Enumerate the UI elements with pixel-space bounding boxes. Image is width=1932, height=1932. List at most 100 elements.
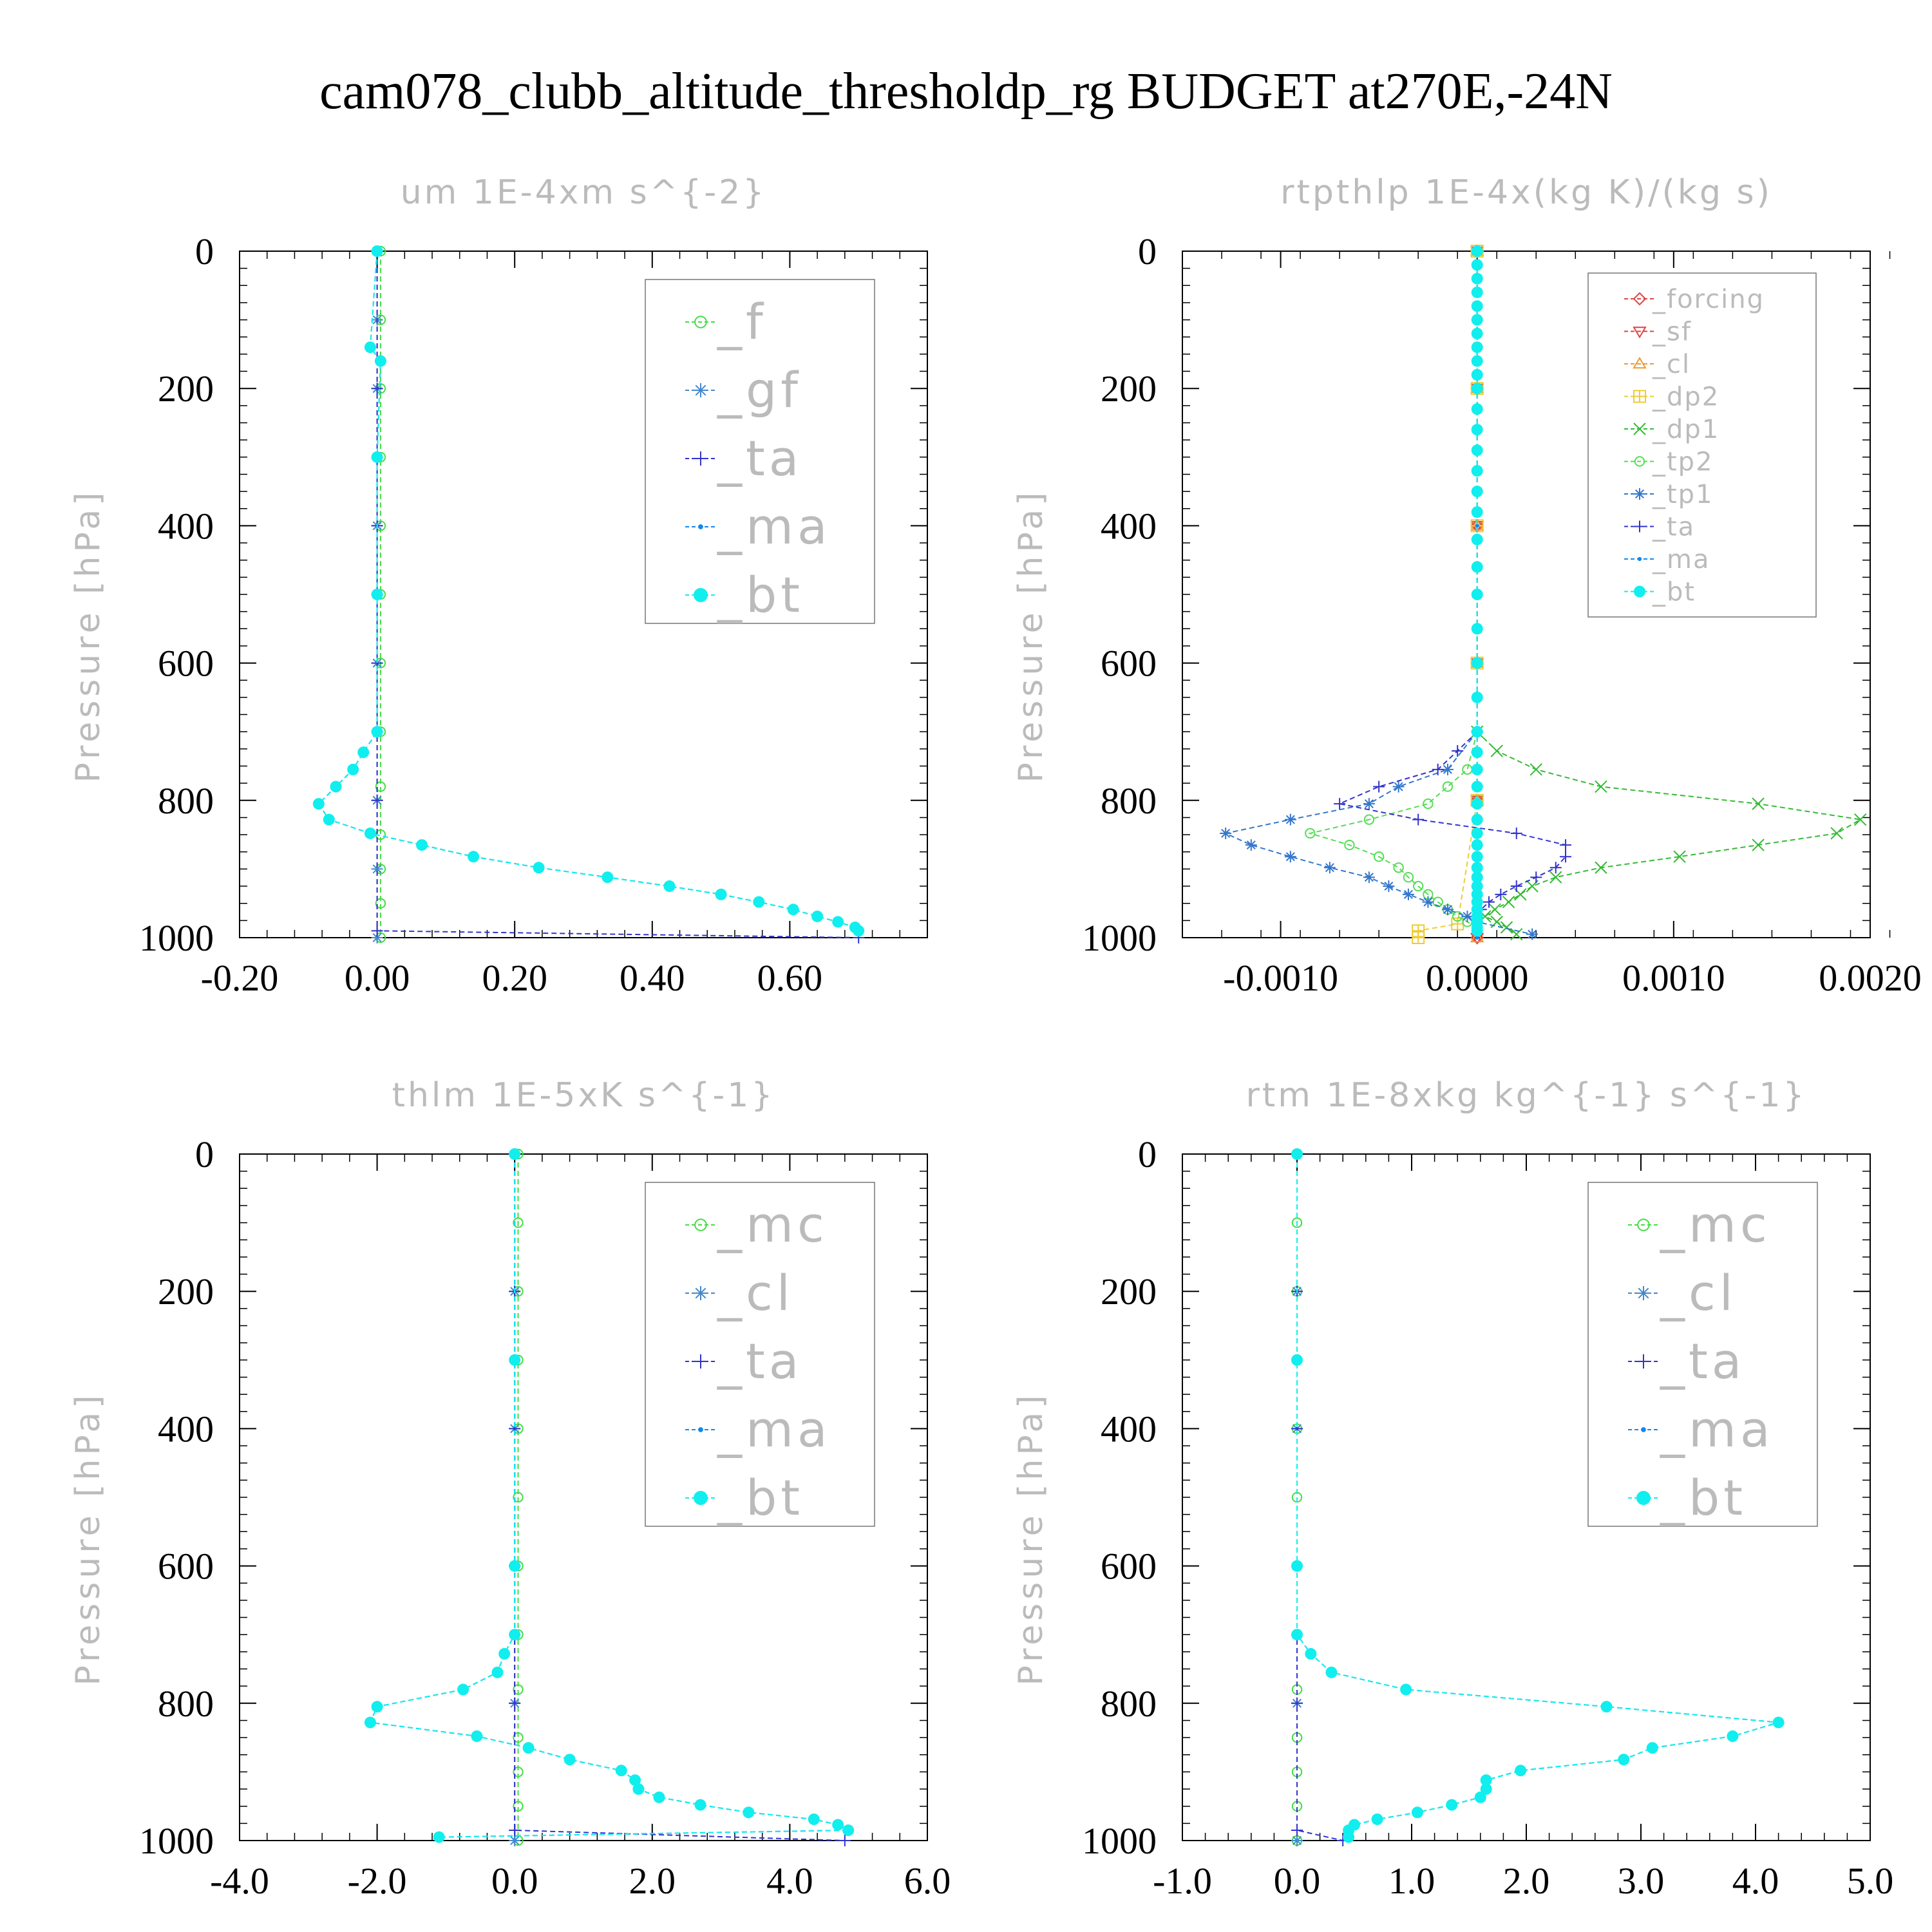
series-line [1337, 731, 1566, 922]
data-point [1462, 764, 1473, 775]
x-tick-label: 0.0010 [1622, 957, 1725, 999]
legend-item-cl: _cl [1624, 350, 1690, 379]
x-tick-label: -4.0 [210, 1860, 269, 1902]
x-tick-label: 0.0000 [1426, 957, 1529, 999]
data-point [1471, 286, 1483, 298]
data-point [498, 1648, 511, 1660]
data-point [1323, 862, 1336, 874]
data-point [509, 1835, 521, 1846]
legend: _forcing _sf _cl _dp2 _dp1 _tp2 _tp1 _ta _ma _bt [1587, 272, 1817, 618]
legend-label: _ta [717, 430, 802, 487]
data-point [1500, 921, 1513, 934]
legend-label: _cl [717, 1264, 794, 1321]
data-point [1673, 850, 1686, 863]
data-point [509, 1824, 521, 1837]
data-point [513, 1492, 524, 1503]
data-point [1461, 910, 1473, 922]
legend-marker [1633, 292, 1647, 306]
y-tick-label: 1000 [139, 1820, 214, 1862]
data-point [615, 1765, 627, 1777]
legend-marker [1633, 390, 1646, 403]
legend-marker [1634, 585, 1645, 598]
data-point [629, 1774, 641, 1786]
legend-item-ta: _ta [1628, 1332, 1745, 1390]
x-tick-label: 6.0 [904, 1860, 951, 1902]
legend-item-tp2: _tp2 [1624, 448, 1712, 477]
legend-item-f: _f [685, 293, 763, 350]
data-point [468, 851, 480, 863]
data-point [832, 916, 844, 928]
data-point [1471, 506, 1483, 518]
data-point [1480, 1783, 1492, 1795]
data-point [1471, 871, 1483, 884]
legend-item-ta: _ta [1624, 513, 1695, 542]
legend-label: _ta [1652, 513, 1695, 542]
data-point [1595, 780, 1607, 793]
legend-label: _dp2 [1652, 383, 1719, 412]
data-point [753, 896, 765, 908]
data-point [457, 1683, 469, 1696]
series-line [1223, 731, 1533, 935]
legend-marker [694, 383, 708, 397]
legend-marker [1633, 327, 1647, 339]
data-point [1752, 797, 1765, 810]
legend-label: _dp1 [1652, 415, 1719, 444]
data-point [1383, 880, 1395, 893]
data-point [832, 1819, 844, 1831]
data-point [1471, 327, 1483, 339]
panel-2: 0 200 400 600 800 1000 -0.0010 0.0000 0.0010 0.00… [1012, 173, 1922, 999]
panel-title: thlm 1E-5xK s^{-1} [392, 1076, 775, 1115]
data-point [1432, 763, 1444, 775]
data-point [1471, 465, 1483, 477]
data-point [433, 1831, 445, 1843]
y-tick-label: 800 [158, 1683, 214, 1725]
data-point [1471, 403, 1483, 415]
data-point [1471, 880, 1483, 893]
data-point [1412, 813, 1425, 826]
legend-item-cl: _cl [685, 1264, 794, 1321]
legend-item-forcing: _forcing [1624, 285, 1763, 314]
data-point [471, 1730, 483, 1742]
legend-label: _cl [1652, 350, 1690, 379]
data-point [1526, 928, 1539, 940]
data-point [1471, 781, 1483, 793]
data-point [1502, 895, 1515, 909]
data-point [1475, 524, 1479, 528]
series-bt [1471, 245, 1483, 937]
legend-label: _tp1 [1652, 480, 1714, 509]
x-tick-label: 0.00 [345, 957, 410, 999]
data-point [1646, 1742, 1658, 1754]
y-axis-label: Pressure [hPa] [69, 1391, 108, 1685]
data-point [513, 1801, 524, 1812]
y-axis-label: Pressure [hPa] [1012, 1391, 1050, 1685]
legend-marker [694, 1354, 708, 1368]
data-point [1471, 657, 1483, 669]
y-tick-label: 400 [158, 1408, 214, 1450]
x-tick-label: 4.0 [1732, 1860, 1779, 1902]
x-tick-label: 0.40 [620, 957, 685, 999]
legend-label: _mc [717, 1196, 828, 1253]
data-point [1471, 691, 1483, 703]
legend-marker [694, 1491, 708, 1505]
x-tick-label: 2.0 [629, 1860, 676, 1902]
legend-item-ma: _ma [1624, 545, 1709, 574]
y-tick-label: 800 [1101, 780, 1157, 822]
x-tick-label: 0.0 [1274, 1860, 1321, 1902]
data-point [371, 794, 383, 806]
data-point [375, 898, 386, 909]
legend-label: _ta [1660, 1332, 1745, 1390]
y-tick-label: 0 [1138, 231, 1157, 272]
data-point [371, 451, 383, 463]
x-tick-label: 5.0 [1847, 1860, 1894, 1902]
series-bt [312, 245, 865, 937]
legend-label: _bt [1652, 578, 1696, 607]
y-tick-label: 200 [158, 1271, 214, 1312]
series-line [1296, 1154, 1343, 1841]
series-bt [364, 1148, 855, 1843]
data-point [1452, 745, 1464, 757]
data-point [1291, 1560, 1303, 1572]
legend-box [645, 1182, 875, 1527]
y-tick-label: 0 [195, 1133, 214, 1175]
y-tick-label: 200 [158, 368, 214, 410]
